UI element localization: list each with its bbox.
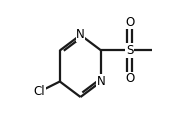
Text: N: N bbox=[76, 29, 85, 41]
Text: S: S bbox=[126, 44, 133, 57]
Text: O: O bbox=[125, 72, 134, 85]
Text: Cl: Cl bbox=[33, 85, 45, 98]
Text: N: N bbox=[97, 75, 106, 88]
Text: O: O bbox=[125, 16, 134, 29]
